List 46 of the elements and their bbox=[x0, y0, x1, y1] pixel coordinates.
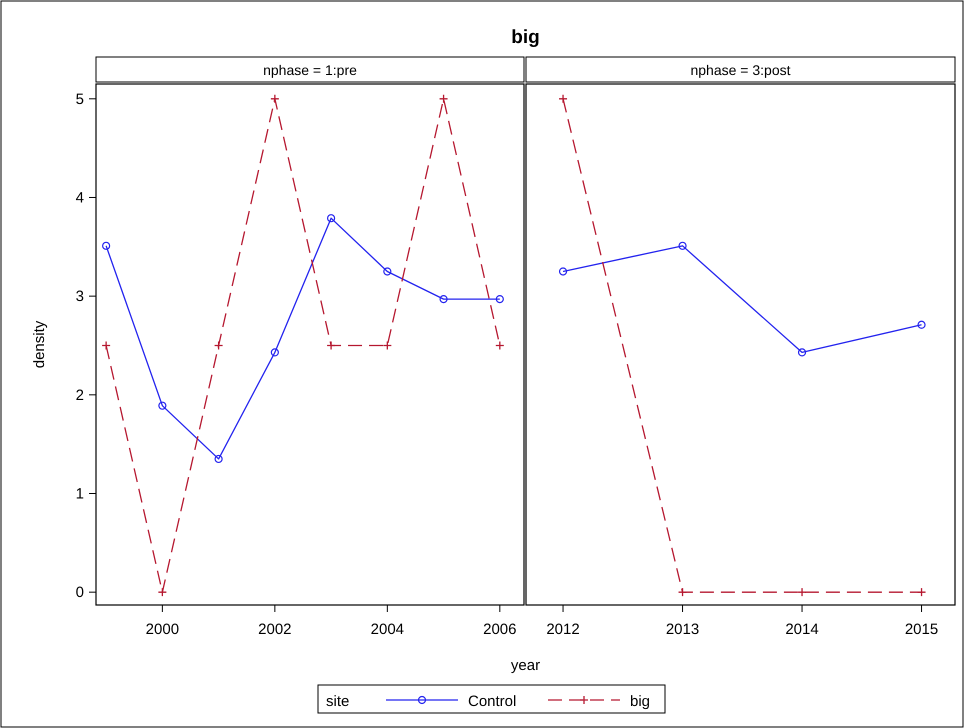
x-tick-label: 2002 bbox=[258, 621, 292, 638]
x-tick-label: 2006 bbox=[483, 621, 517, 638]
x-tick-label: 2004 bbox=[370, 621, 404, 638]
point bbox=[495, 340, 504, 350]
y-tick-label: 1 bbox=[76, 486, 84, 502]
y-tick-label: 5 bbox=[76, 90, 84, 108]
y-tick-label: 0 bbox=[76, 584, 84, 602]
point bbox=[496, 295, 504, 304]
x-axis-title: year bbox=[510, 657, 540, 674]
point bbox=[270, 94, 280, 104]
point bbox=[438, 94, 448, 104]
point bbox=[439, 295, 448, 304]
chart-subtitle: nphase = 1:pre bbox=[263, 62, 358, 78]
chart-subtitle: nphase = 3:post bbox=[690, 62, 791, 78]
point bbox=[678, 242, 687, 250]
y-axis-title: density bbox=[31, 320, 48, 368]
legend-label: Control bbox=[468, 693, 516, 710]
legend-label: big bbox=[630, 693, 650, 710]
point bbox=[158, 402, 166, 410]
point bbox=[326, 214, 336, 222]
y-tick-label: 3 bbox=[76, 288, 84, 306]
point bbox=[798, 348, 806, 356]
point bbox=[558, 267, 568, 276]
point bbox=[382, 340, 392, 350]
point bbox=[916, 588, 926, 597]
point bbox=[326, 340, 336, 350]
x-tick-label: 2012 bbox=[546, 621, 580, 638]
point bbox=[214, 454, 223, 464]
x-tick-label: 2000 bbox=[146, 621, 180, 638]
chart-title: big bbox=[511, 27, 540, 48]
point bbox=[214, 340, 224, 350]
point bbox=[678, 588, 688, 597]
point bbox=[797, 588, 807, 597]
x-tick-label: 2013 bbox=[666, 621, 700, 638]
point bbox=[383, 267, 392, 276]
point bbox=[102, 242, 110, 250]
x-tick-label: 2014 bbox=[785, 621, 819, 638]
point bbox=[270, 348, 279, 356]
y-tick-label: 4 bbox=[76, 189, 84, 206]
legend-title: site bbox=[326, 693, 350, 710]
point bbox=[558, 94, 568, 104]
point bbox=[917, 320, 926, 329]
point bbox=[101, 340, 111, 350]
point bbox=[158, 588, 168, 597]
y-tick-label: 2 bbox=[76, 386, 84, 404]
x-tick-label: 2015 bbox=[904, 621, 938, 638]
